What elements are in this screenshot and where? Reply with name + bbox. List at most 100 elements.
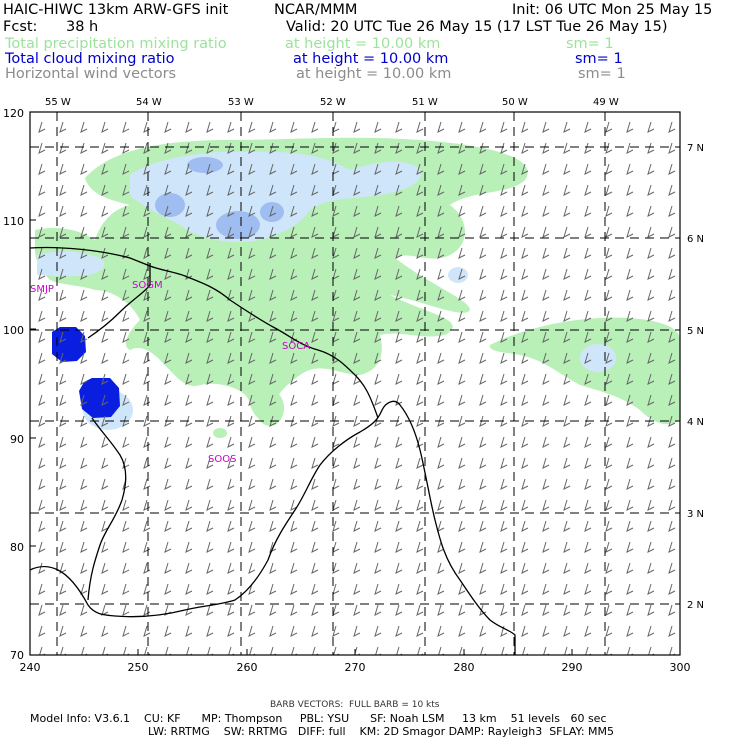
lat-label: 4 N xyxy=(687,417,704,428)
wind-barb xyxy=(38,331,46,343)
wind-barb xyxy=(416,625,424,637)
wind-barb xyxy=(563,142,571,154)
wind-barb xyxy=(563,247,571,259)
wind-barb xyxy=(122,415,130,427)
wind-barb xyxy=(605,499,613,511)
wind-barb xyxy=(458,226,466,238)
wind-barb xyxy=(59,604,67,616)
wind-barb xyxy=(668,142,676,154)
lon-label: 55 W xyxy=(45,97,71,108)
wind-barb xyxy=(416,352,424,364)
wind-barb xyxy=(395,436,403,448)
wind-barb xyxy=(647,331,655,343)
wind-barb xyxy=(311,373,319,385)
wind-barb xyxy=(521,142,529,154)
wind-barb xyxy=(269,583,277,595)
wind-barb xyxy=(311,121,319,133)
wind-barb xyxy=(479,583,487,595)
wind-barb xyxy=(500,268,508,280)
wind-barb xyxy=(206,457,214,469)
wind-barb xyxy=(164,562,172,574)
wind-barb xyxy=(668,289,676,301)
wind-barb xyxy=(80,541,88,553)
wind-barb xyxy=(647,163,655,175)
wind-barb xyxy=(122,604,130,616)
wind-barb xyxy=(668,625,676,637)
wind-barb xyxy=(81,646,88,655)
wind-barb xyxy=(479,310,487,322)
wind-barb xyxy=(584,541,592,553)
wind-barb xyxy=(626,415,634,427)
wind-barb xyxy=(416,226,424,238)
wind-barb xyxy=(416,268,424,280)
cloud-core-shading xyxy=(52,327,120,418)
wind-barb xyxy=(353,226,361,238)
wind-barb xyxy=(122,205,130,217)
wind-barb xyxy=(458,625,466,637)
wind-barb xyxy=(584,121,592,133)
wind-barb xyxy=(500,541,508,553)
wind-barb xyxy=(122,436,130,448)
wind-barb xyxy=(521,226,529,238)
wind-barb xyxy=(605,331,613,343)
wind-barb xyxy=(416,184,424,196)
wind-barb xyxy=(38,394,46,406)
wind-barb xyxy=(480,646,487,655)
grid-index-label: 70 xyxy=(10,649,24,662)
wind-barb xyxy=(353,457,361,469)
wind-barb xyxy=(165,646,172,655)
wind-barb xyxy=(122,352,130,364)
wind-barb xyxy=(38,583,46,595)
wind-barb xyxy=(101,184,109,196)
wind-barb xyxy=(647,625,655,637)
wind-barb xyxy=(80,436,88,448)
wind-barb xyxy=(605,583,613,595)
wind-barb xyxy=(416,604,424,616)
wind-barb xyxy=(416,436,424,448)
wind-barb xyxy=(563,520,571,532)
wind-barb xyxy=(459,646,466,655)
wind-barb xyxy=(269,604,277,616)
wind-barb xyxy=(332,352,340,364)
wind-barb xyxy=(311,184,319,196)
wind-barb xyxy=(626,121,634,133)
wind-barb xyxy=(458,268,466,280)
grid-index-label: 80 xyxy=(10,541,24,554)
wind-barb xyxy=(143,205,151,217)
wind-barb xyxy=(290,226,298,238)
wind-barb xyxy=(164,268,172,280)
wind-barb xyxy=(501,646,508,655)
wind-barb xyxy=(458,331,466,343)
forecast-label: Fcst: xyxy=(3,19,38,35)
wind-barb xyxy=(647,541,655,553)
wind-barb xyxy=(374,373,382,385)
lat-label: 6 N xyxy=(687,234,704,245)
wind-barb xyxy=(185,247,193,259)
wind-barb xyxy=(227,121,235,133)
wind-barb xyxy=(80,226,88,238)
wind-barb xyxy=(227,394,235,406)
wind-barb xyxy=(542,415,550,427)
wind-barb xyxy=(374,331,382,343)
wind-barb xyxy=(626,352,634,364)
wind-barb xyxy=(584,415,592,427)
wind-barb xyxy=(521,184,529,196)
wind-barb xyxy=(206,541,214,553)
wind-barb xyxy=(542,373,550,385)
wind-barb xyxy=(248,457,256,469)
wind-barb xyxy=(458,436,466,448)
wind-barb xyxy=(647,520,655,532)
wind-barb xyxy=(437,352,445,364)
grid-index-label: 260 xyxy=(237,661,258,674)
wind-barb xyxy=(668,562,676,574)
wind-barb xyxy=(626,226,634,238)
wind-barb xyxy=(542,205,550,217)
wind-barb xyxy=(437,310,445,322)
wind-barb xyxy=(143,520,151,532)
wind-barb xyxy=(542,625,550,637)
wind-barb xyxy=(185,436,193,448)
wind-barb xyxy=(521,604,529,616)
wind-barb xyxy=(227,604,235,616)
wind-barb xyxy=(290,247,298,259)
wind-barb xyxy=(479,478,487,490)
